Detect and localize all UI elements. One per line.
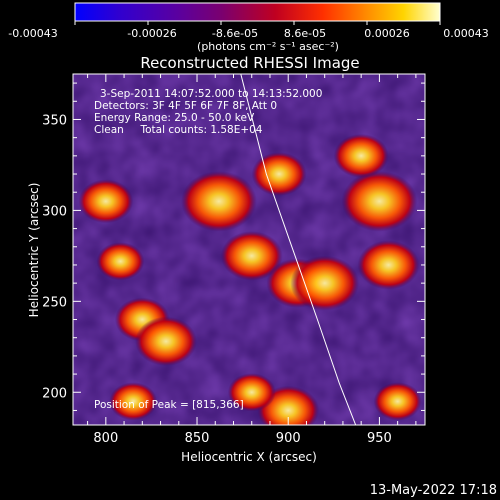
heatmap-bright-regions: [78, 133, 422, 425]
bright-region: [341, 170, 418, 232]
bright-region: [251, 152, 307, 196]
bright-region: [227, 373, 276, 412]
x-tick-label: 800: [93, 431, 118, 446]
bright-region: [290, 255, 360, 311]
x-tick-label: 850: [185, 431, 210, 446]
bright-region: [333, 133, 389, 178]
annotation-time-range: 3-Sep-2011 14:07:52.000 to 14:13:52.000: [100, 88, 322, 100]
colorbar-ticks: -0.00043 -0.00026 -8.6e-05 8.6e-05 0.00026 0.…: [8, 21, 489, 40]
bright-region: [135, 316, 197, 367]
colorbar-tick-label: -8.6e-05: [212, 27, 258, 40]
x-tick-label: 900: [276, 431, 301, 446]
colorbar-tick-label: -0.00043: [8, 27, 57, 40]
bright-region: [220, 231, 283, 281]
bright-region: [96, 242, 145, 281]
y-axis-label: Heliocentric Y (arcsec): [27, 183, 41, 318]
bright-region: [357, 240, 420, 290]
chart-title: Reconstructed RHESSI Image: [140, 54, 359, 72]
y-tick-label: 350: [42, 113, 67, 128]
x-axis-label: Heliocentric X (arcsec): [181, 450, 317, 464]
colorbar-units: (photons cm⁻² s⁻¹ asec⁻²): [197, 40, 339, 53]
solar-limb-arc: [240, 74, 357, 425]
bright-region: [180, 170, 257, 232]
bright-region: [78, 179, 134, 224]
annotation-clean-counts: Clean Total counts: 1.58E+04: [94, 124, 263, 136]
annotation-energy-range: Energy Range: 25.0 - 50.0 keV: [94, 112, 255, 124]
bright-region: [373, 382, 422, 421]
x-tick-label: 950: [367, 431, 392, 446]
annotation-peak-position: Position of Peak = [815,366]: [94, 399, 244, 411]
colorbar: [75, 3, 440, 21]
heatmap-image: [73, 74, 425, 425]
footer-datetime: 13-May-2022 17:18: [370, 483, 497, 498]
colorbar-tick-label: 0.00043: [443, 27, 489, 40]
y-tick-label: 300: [42, 204, 67, 219]
plot-frame: [72, 73, 426, 426]
axes: 800 850 900 950 200 250 300 350: [42, 74, 425, 446]
y-tick-label: 250: [42, 295, 67, 310]
colorbar-tick-label: 0.00026: [364, 27, 410, 40]
colorbar-frame: [74, 2, 441, 22]
bright-region: [109, 382, 158, 421]
annotation-detectors: Detectors: 3F 4F 5F 6F 7F 8F, Att 0: [94, 100, 277, 112]
colorbar-tick-label: 8.6e-05: [284, 27, 326, 40]
colorbar-tick-label: -0.00026: [127, 27, 176, 40]
y-tick-label: 200: [42, 386, 67, 401]
